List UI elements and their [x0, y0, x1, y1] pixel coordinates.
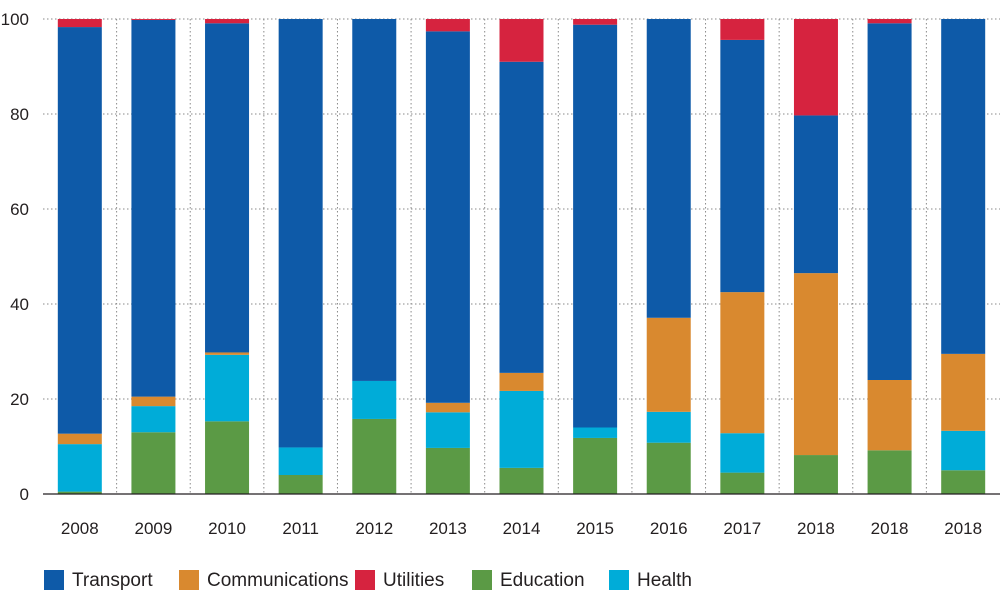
- bar-segment-transport-2012: [352, 19, 397, 381]
- bar-segment-education-2012: [352, 418, 397, 494]
- bar-segment-utilities-2013: [425, 19, 470, 32]
- bar-segment-utilities-2018: [867, 19, 912, 24]
- bar-segment-education-2008: [57, 491, 102, 494]
- bar-segment-education-2017: [720, 472, 765, 494]
- bar-segment-transport-2018: [941, 19, 986, 354]
- bars: [57, 19, 986, 494]
- bar-segment-health-2015: [573, 427, 618, 438]
- y-tick-label: 100: [1, 10, 29, 29]
- bar-segment-education-2018: [793, 455, 838, 494]
- y-tick-label: 60: [10, 200, 29, 219]
- x-tick-label: 2018: [797, 519, 835, 538]
- bar-segment-health-2010: [205, 354, 250, 422]
- bar-segment-communications-2008: [57, 433, 102, 445]
- legend-label-communications: Communications: [207, 570, 349, 591]
- bar-segment-communications-2017: [720, 292, 765, 434]
- bar-segment-education-2016: [646, 442, 691, 494]
- bar-segment-transport-2017: [720, 39, 765, 293]
- bar-segment-health-2008: [57, 444, 102, 492]
- bar-segment-transport-2008: [57, 27, 102, 434]
- bar-segment-education-2010: [205, 421, 250, 494]
- x-tick-label: 2018: [871, 519, 909, 538]
- bar-segment-education-2014: [499, 467, 544, 494]
- bar-segment-transport-2011: [278, 19, 323, 448]
- y-tick-label: 0: [20, 485, 29, 504]
- axes: 0 20 40 60 80 100 2008 2009 2010 2011 2012 2013 2014…: [1, 10, 1000, 538]
- bar-segment-transport-2013: [425, 31, 470, 403]
- legend-label-utilities: Utilities: [383, 570, 444, 591]
- bar-segment-transport-2018: [867, 23, 912, 381]
- legend: Transport Communications Utilities Educatio…: [44, 570, 692, 591]
- x-tick-label: 2017: [723, 519, 761, 538]
- bar-segment-communications-2010: [205, 352, 250, 355]
- bar-segment-communications-2016: [646, 317, 691, 412]
- bar-segment-utilities-2009: [131, 19, 176, 20]
- x-tick-label: 2015: [576, 519, 614, 538]
- legend-label-education: Education: [500, 570, 585, 591]
- bar-segment-utilities-2017: [720, 19, 765, 40]
- bar-segment-transport-2015: [573, 24, 618, 428]
- x-tick-label: 2009: [135, 519, 173, 538]
- legend-swatch-utilities: [355, 570, 375, 590]
- bar-segment-education-2013: [425, 447, 470, 494]
- grid-lines: [43, 18, 1000, 494]
- bar-segment-utilities-2014: [499, 19, 544, 62]
- bar-segment-health-2013: [425, 412, 470, 448]
- bar-segment-utilities-2018: [793, 19, 838, 116]
- bar-segment-transport-2010: [205, 23, 250, 353]
- legend-swatch-health: [609, 570, 629, 590]
- bar-segment-transport-2009: [131, 19, 176, 397]
- bar-segment-education-2015: [573, 437, 618, 494]
- bar-segment-health-2017: [720, 433, 765, 473]
- bar-segment-communications-2018: [941, 353, 986, 431]
- bar-segment-health-2014: [499, 390, 544, 468]
- bar-segment-communications-2018: [793, 273, 838, 456]
- bar-segment-health-2009: [131, 406, 176, 433]
- x-tick-label: 2008: [61, 519, 99, 538]
- bar-segment-education-2011: [278, 475, 323, 494]
- bar-segment-health-2011: [278, 447, 323, 475]
- legend-swatch-transport: [44, 570, 64, 590]
- x-tick-label: 2018: [944, 519, 982, 538]
- bar-segment-health-2012: [352, 380, 397, 419]
- y-tick-label: 40: [10, 295, 29, 314]
- legend-swatch-communications: [179, 570, 199, 590]
- x-tick-label: 2013: [429, 519, 467, 538]
- bar-segment-health-2018: [941, 430, 986, 471]
- legend-label-transport: Transport: [72, 570, 153, 591]
- bar-segment-communications-2009: [131, 396, 176, 407]
- legend-swatch-education: [472, 570, 492, 590]
- bar-segment-education-2018: [867, 450, 912, 494]
- y-tick-label: 20: [10, 390, 29, 409]
- bar-segment-utilities-2010: [205, 19, 250, 24]
- bar-segment-education-2018: [941, 470, 986, 494]
- bar-segment-utilities-2008: [57, 19, 102, 28]
- bar-segment-transport-2016: [646, 19, 691, 318]
- x-tick-label: 2012: [355, 519, 393, 538]
- bar-segment-transport-2014: [499, 61, 544, 373]
- x-tick-label: 2014: [503, 519, 541, 538]
- bar-segment-communications-2013: [425, 402, 470, 413]
- bar-segment-utilities-2015: [573, 19, 618, 25]
- legend-label-health: Health: [637, 570, 692, 591]
- bar-segment-education-2009: [131, 432, 176, 494]
- x-tick-label: 2016: [650, 519, 688, 538]
- x-tick-label: 2010: [208, 519, 246, 538]
- y-tick-label: 80: [10, 105, 29, 124]
- bar-segment-communications-2014: [499, 372, 544, 391]
- bar-segment-communications-2018: [867, 380, 912, 451]
- bar-segment-health-2016: [646, 411, 691, 443]
- x-tick-label: 2011: [282, 519, 319, 538]
- bar-segment-transport-2018: [793, 115, 838, 274]
